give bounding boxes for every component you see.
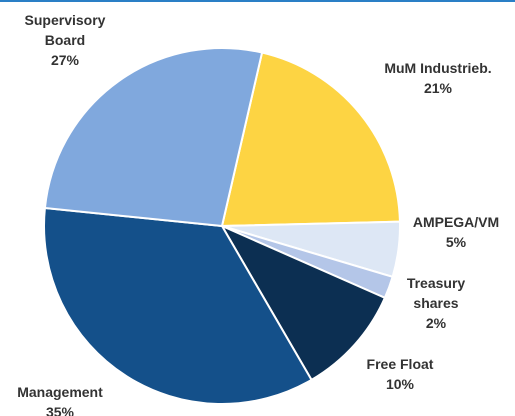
percent-label: 2% bbox=[425, 315, 447, 331]
pie-slice bbox=[219, 223, 387, 382]
category-name: Management bbox=[17, 384, 103, 400]
slice-label: Treasury shares 2% bbox=[396, 273, 476, 333]
slice-label: MuM Industrieb. 21% bbox=[368, 58, 508, 98]
category-name: AMPEGA/VM bbox=[412, 214, 500, 230]
category-name: Supervisory Board bbox=[24, 12, 106, 48]
slice-label: Supervisory Board 27% bbox=[10, 10, 120, 70]
slice-label: AMPEGA/VM 5% bbox=[396, 212, 515, 252]
percent-label: 5% bbox=[445, 234, 467, 250]
category-name: Free Float bbox=[366, 356, 434, 372]
pie-slice bbox=[43, 206, 313, 405]
slice-label: Management 35% bbox=[0, 382, 120, 416]
percent-label: 21% bbox=[423, 80, 453, 96]
category-name: Treasury shares bbox=[406, 275, 466, 311]
pie-slice bbox=[43, 47, 264, 228]
pie-slice bbox=[220, 51, 401, 228]
percent-label: 10% bbox=[385, 376, 415, 392]
top-border bbox=[0, 0, 515, 2]
percent-label: 35% bbox=[45, 404, 75, 416]
category-name: MuM Industrieb. bbox=[384, 60, 492, 76]
percent-label: 27% bbox=[50, 52, 80, 68]
slice-label: Free Float 10% bbox=[340, 354, 460, 394]
